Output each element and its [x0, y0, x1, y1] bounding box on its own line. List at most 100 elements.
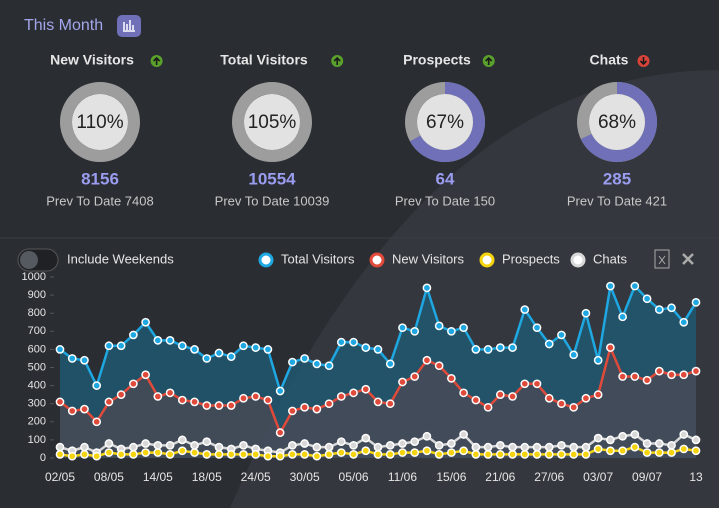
y-tick-label: 500	[28, 361, 46, 373]
data-point	[410, 437, 420, 447]
data-point	[153, 392, 163, 401]
trend-arrow	[333, 56, 341, 65]
data-point	[129, 379, 138, 389]
x-tick-label: 05/06	[339, 470, 369, 484]
data-point	[92, 381, 102, 390]
data-point	[190, 397, 199, 407]
data-point	[312, 359, 322, 369]
data-point	[275, 451, 285, 461]
data-point	[153, 440, 163, 450]
kpi-percent: 67%	[426, 112, 464, 133]
data-point	[116, 390, 126, 399]
data-point	[569, 402, 579, 412]
ring-progress	[580, 82, 657, 162]
data-point	[336, 392, 346, 401]
ring-center	[417, 94, 473, 150]
x-tick-label: 27/06	[534, 470, 564, 484]
data-point	[55, 442, 65, 452]
data-point	[263, 395, 273, 405]
export-excel[interactable]	[654, 249, 670, 269]
data-point	[679, 430, 689, 439]
data-point	[214, 348, 224, 358]
x-tick-label: 14/05	[143, 470, 173, 484]
data-point	[239, 341, 248, 351]
data-point	[226, 401, 236, 410]
data-point	[520, 379, 530, 389]
data-point	[80, 355, 89, 365]
data-point	[679, 444, 689, 454]
data-point	[129, 330, 138, 340]
data-point	[55, 450, 65, 459]
data-point	[251, 343, 261, 352]
data-point	[642, 375, 652, 385]
data-point	[67, 451, 77, 461]
data-point	[263, 345, 273, 354]
data-point	[165, 450, 175, 459]
data-point	[508, 442, 517, 452]
data-point	[336, 437, 346, 447]
kpi-value: 285	[603, 169, 631, 188]
excel-icon	[654, 249, 670, 269]
data-point	[312, 404, 322, 414]
data-point	[129, 450, 138, 459]
data-point	[288, 440, 297, 450]
data-point	[606, 281, 615, 291]
data-point	[263, 451, 273, 461]
legend-marker	[258, 252, 274, 268]
data-point	[410, 448, 420, 457]
data-point	[569, 350, 579, 360]
data-point	[300, 402, 309, 412]
legend-label: New Visitors	[392, 251, 465, 266]
data-point	[618, 431, 627, 441]
chart-icon-glyph	[123, 20, 135, 32]
data-point	[104, 397, 114, 407]
data-point	[471, 450, 481, 459]
y-tick-label: 900	[28, 289, 46, 301]
data-point	[544, 442, 554, 452]
kpi-percent: 105%	[248, 112, 297, 133]
data-point	[177, 395, 187, 405]
data-point	[532, 442, 542, 452]
data-point	[373, 450, 383, 459]
legend-marker	[479, 252, 495, 268]
data-point	[336, 448, 346, 457]
data-point	[361, 384, 371, 394]
data-point	[361, 446, 371, 456]
y-tick-label: 1000	[22, 271, 46, 283]
chart-icon[interactable]	[117, 15, 141, 37]
data-point	[654, 366, 664, 376]
y-tick-label: 700	[28, 325, 46, 337]
data-point	[679, 370, 689, 380]
data-point	[667, 440, 676, 450]
data-point	[385, 359, 395, 369]
data-point	[520, 450, 530, 459]
data-point	[67, 406, 77, 416]
kpi-prev: Prev To Date 421	[567, 193, 667, 208]
data-point	[349, 337, 358, 347]
data-point	[630, 442, 640, 452]
data-point	[312, 451, 322, 461]
data-point	[654, 305, 664, 314]
x-tick-label: 21/06	[485, 470, 515, 484]
close-icon[interactable]	[682, 253, 694, 265]
data-point	[202, 437, 212, 447]
data-point	[214, 442, 224, 452]
data-point	[398, 323, 407, 333]
data-point	[373, 397, 383, 407]
data-point	[532, 450, 542, 459]
data-point	[447, 448, 456, 457]
kpi-prev: Prev To Date 7408	[46, 193, 153, 208]
data-point	[569, 442, 579, 452]
data-point	[654, 439, 664, 448]
data-point	[557, 399, 566, 409]
data-point	[422, 446, 432, 456]
data-point	[410, 326, 420, 336]
data-point	[349, 388, 358, 398]
kpi-percent: 110%	[76, 112, 123, 133]
toggle-label: Include Weekends	[67, 251, 174, 266]
data-point	[202, 354, 212, 363]
data-point	[630, 281, 640, 291]
data-point	[239, 450, 248, 459]
data-point	[557, 440, 566, 450]
data-point	[520, 305, 530, 314]
